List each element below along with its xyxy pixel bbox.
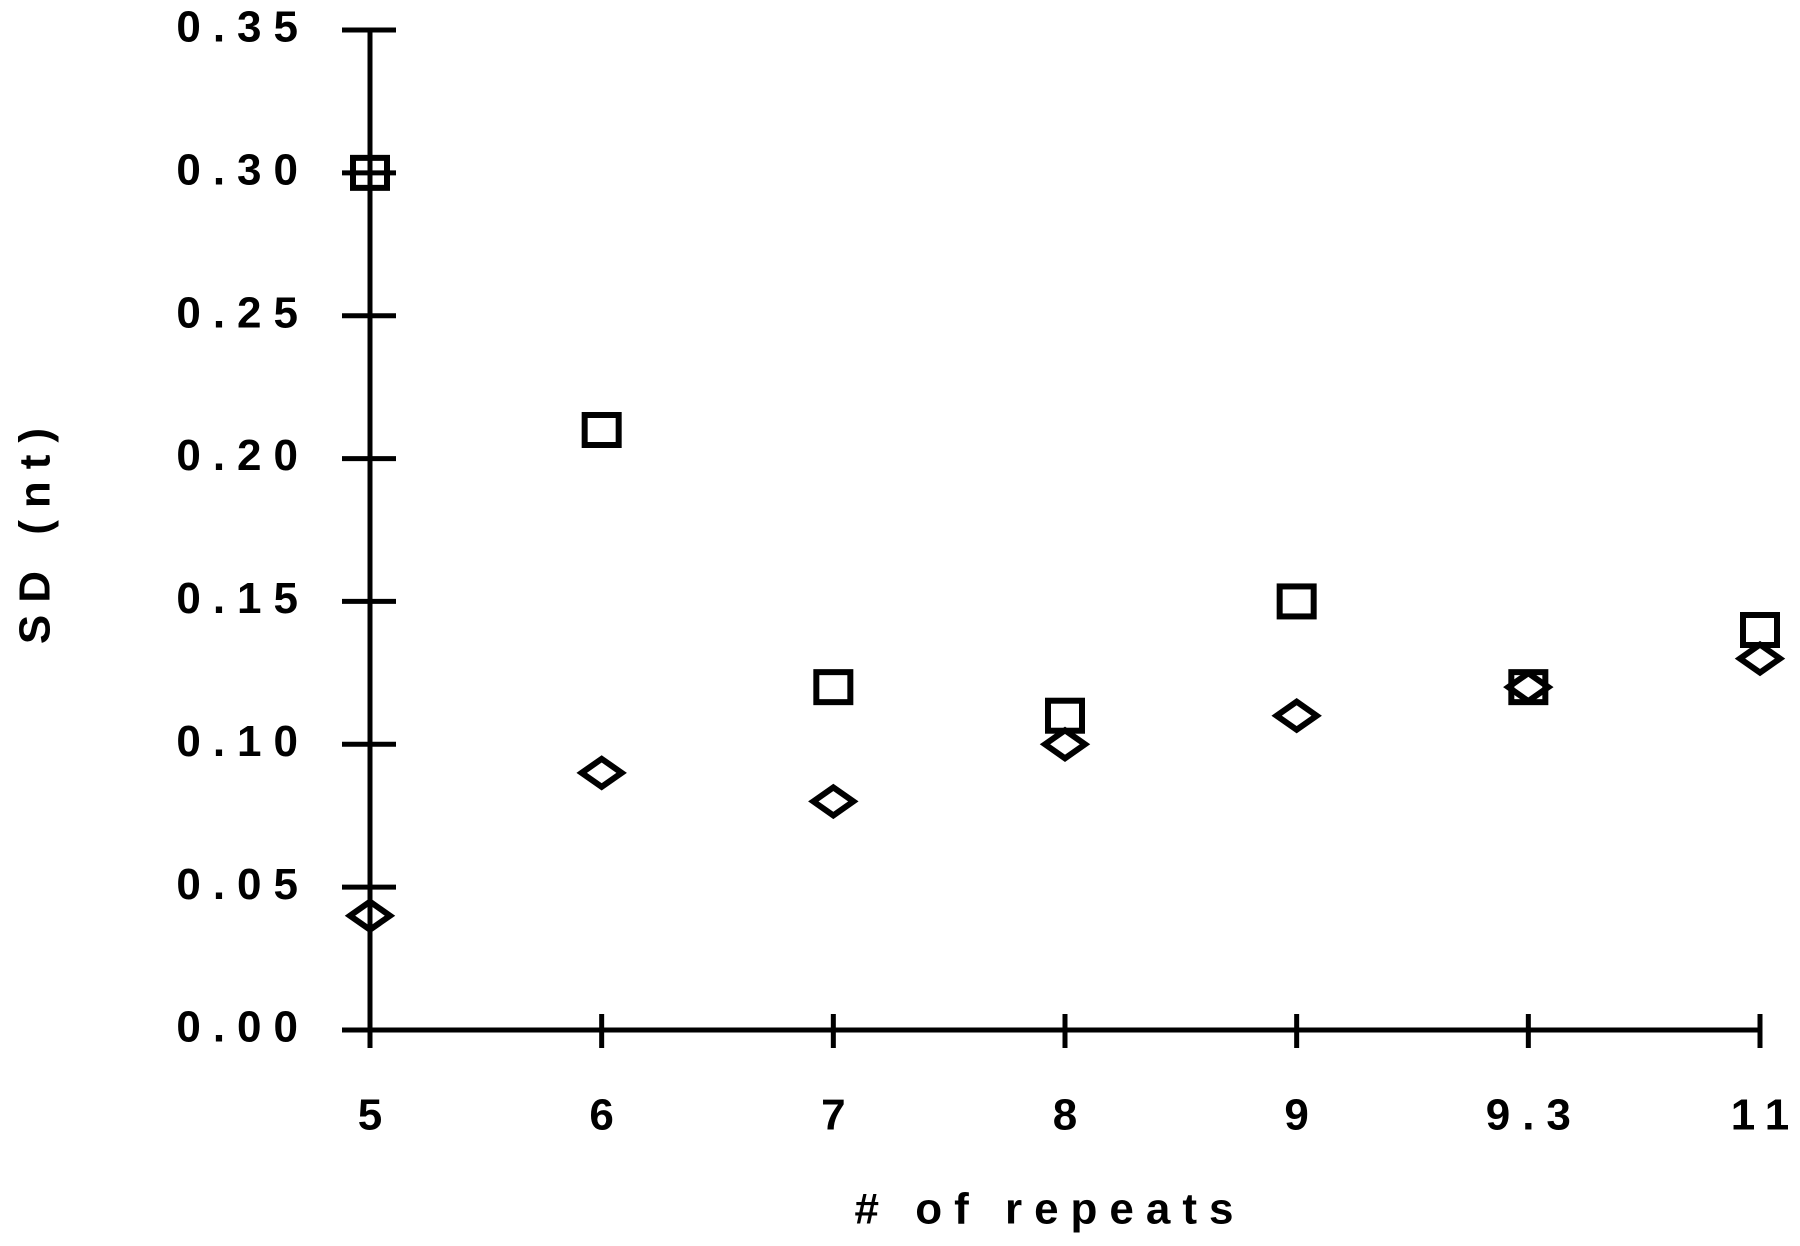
diamond-marker <box>1734 640 1786 677</box>
diamond-marker <box>1271 698 1322 734</box>
square-marker <box>350 154 390 191</box>
y-tick-label: 0.00 <box>176 1003 310 1052</box>
square-marker <box>1740 612 1780 648</box>
diamond-marker <box>344 898 396 934</box>
y-tick-label: 0.25 <box>176 288 310 337</box>
diamond-marker <box>1503 669 1554 705</box>
y-tick-label: 0.10 <box>176 717 310 766</box>
diamond-marker <box>808 783 859 820</box>
y-axis-label: SD (nt) <box>11 416 60 644</box>
x-axis-label: # of repeats <box>855 1185 1246 1234</box>
x-tick-label: 9.3 <box>1486 1091 1583 1140</box>
square-marker <box>1276 583 1317 620</box>
square-marker <box>1045 697 1085 734</box>
diamond-marker <box>576 755 627 791</box>
y-tick-label: 0.20 <box>176 431 310 480</box>
x-tick-label: 8 <box>1053 1091 1089 1140</box>
y-tick-label: 0.05 <box>176 860 310 909</box>
square-marker <box>813 669 854 706</box>
y-tick-label: 0.30 <box>176 145 310 194</box>
x-tick-label: 6 <box>589 1091 625 1140</box>
diamond-marker <box>1039 726 1091 762</box>
x-tick-label: 9 <box>1284 1091 1320 1140</box>
x-tick-label: 5 <box>358 1091 394 1140</box>
y-tick-label: 0.15 <box>176 574 310 623</box>
square-marker <box>581 412 622 448</box>
y-tick-label: 0.35 <box>176 3 310 52</box>
x-tick-label: 7 <box>821 1091 857 1140</box>
x-tick-label: 11 <box>1731 1091 1800 1140</box>
